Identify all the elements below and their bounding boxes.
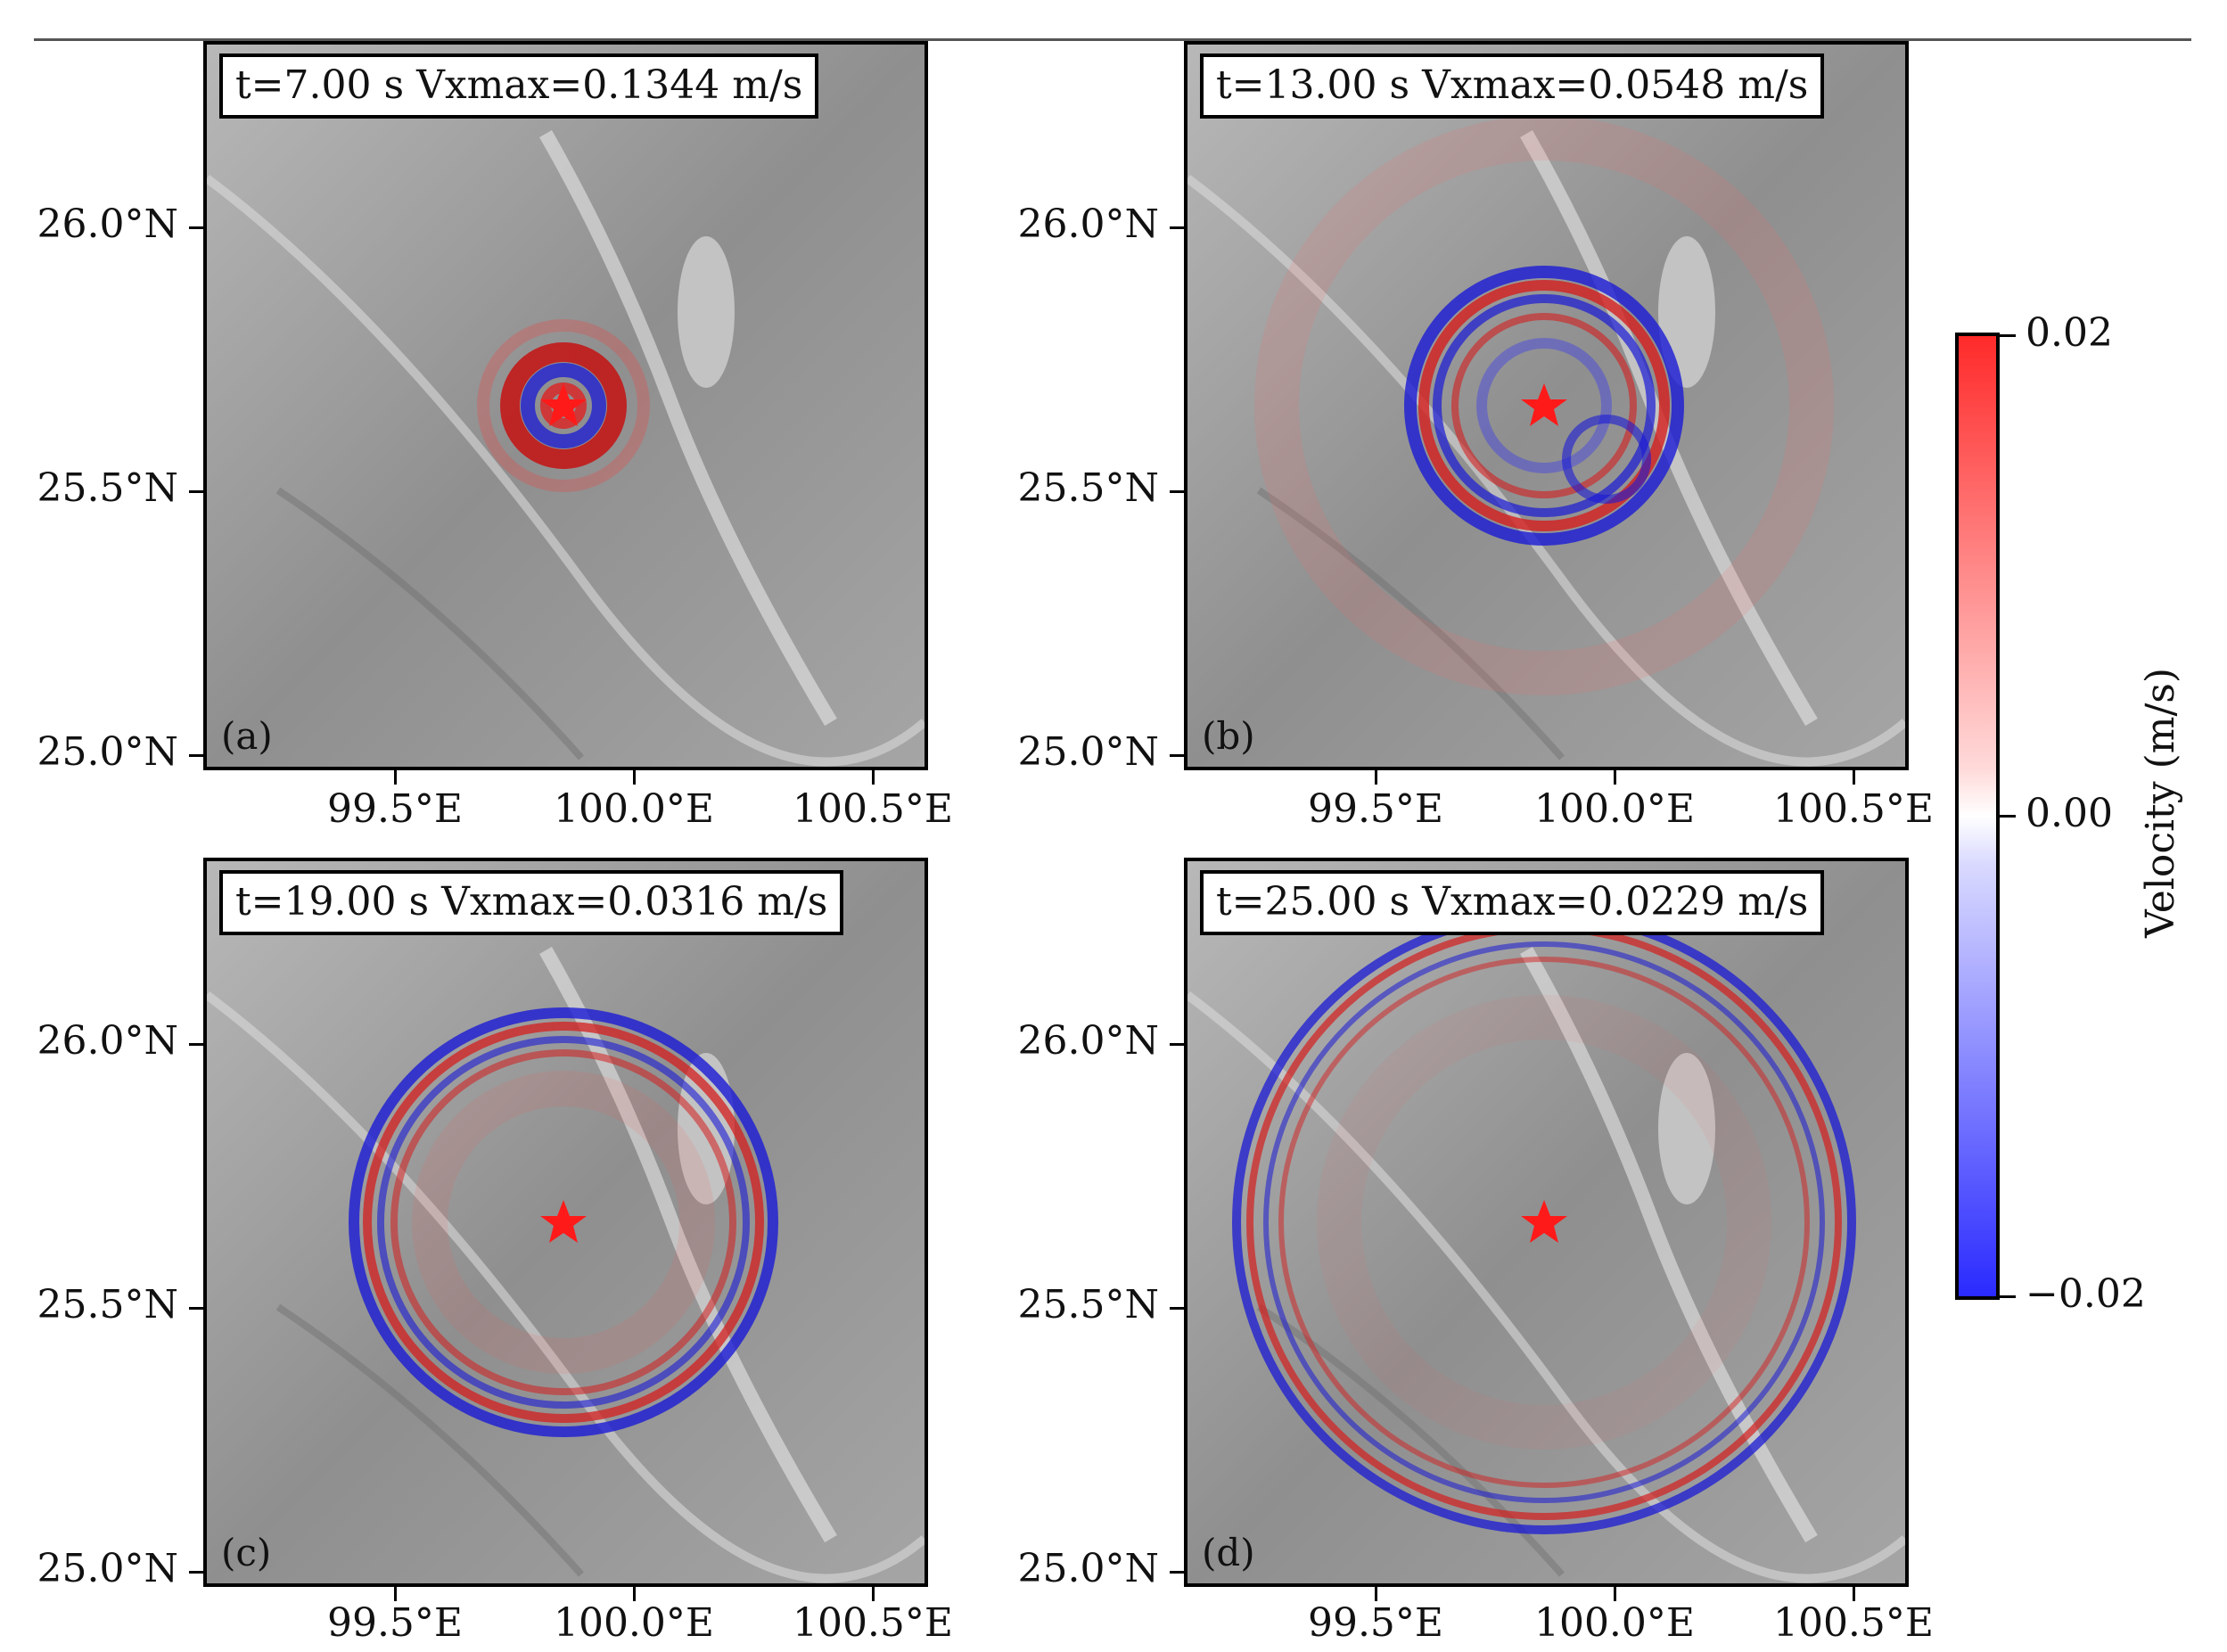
colorbar-tick	[2000, 334, 2016, 337]
x-tick	[1375, 1587, 1377, 1601]
y-tick	[1170, 1043, 1184, 1046]
wavefield-overlay	[1254, 116, 1834, 695]
epicenter-star-icon	[1521, 383, 1567, 426]
colorbar-tick-label: 0.02	[2026, 310, 2113, 356]
y-tick	[189, 490, 203, 493]
y-tick-label: 26.0°N	[1017, 1018, 1159, 1064]
x-tick	[1614, 770, 1616, 785]
x-tick	[872, 1587, 875, 1601]
x-tick	[633, 770, 636, 785]
epicenter-star-icon	[540, 1200, 587, 1243]
y-tick	[1170, 754, 1184, 757]
x-tick	[872, 770, 875, 785]
y-tick-label: 26.0°N	[37, 201, 178, 247]
x-tick-label: 100.5°E	[1772, 786, 1935, 832]
colorbar-tick-label: 0.00	[2026, 791, 2113, 836]
colorbar-tick	[2000, 1295, 2016, 1298]
y-tick	[189, 1043, 203, 1046]
epicenter-star-icon	[540, 383, 587, 426]
y-tick	[189, 754, 203, 757]
top-rule	[34, 38, 2191, 41]
y-tick-label: 25.0°N	[37, 1546, 178, 1591]
epicenter-star-icon	[1521, 1200, 1567, 1243]
map-panel-c: t=19.00 s Vxmax=0.0316 m/s (c)	[203, 858, 928, 1587]
x-tick	[394, 1587, 397, 1601]
x-tick	[1375, 770, 1377, 785]
x-tick-label: 100.0°E	[553, 786, 715, 832]
y-tick-label: 26.0°N	[1017, 201, 1159, 247]
y-tick-label: 25.5°N	[37, 465, 178, 511]
wavefield-overlay	[477, 319, 650, 492]
y-tick-label: 25.0°N	[1017, 729, 1159, 775]
y-tick-label: 25.0°N	[37, 729, 178, 775]
x-tick-label: 100.5°E	[792, 786, 954, 832]
map-panel-d: t=25.00 s Vxmax=0.0229 m/s (d)	[1184, 858, 1909, 1587]
y-tick	[1170, 226, 1184, 229]
y-tick-label: 26.0°N	[37, 1018, 178, 1064]
panel-label: (c)	[221, 1531, 272, 1574]
y-tick-label: 25.0°N	[1017, 1546, 1159, 1591]
x-tick	[1853, 770, 1855, 785]
colorbar-title: Velocity (m/s)	[2138, 667, 2183, 938]
panel-label: (a)	[221, 714, 273, 758]
y-tick	[189, 1307, 203, 1310]
map-panel-b: t=13.00 s Vxmax=0.0548 m/s (b)	[1184, 41, 1909, 770]
map-panel-a: t=7.00 s Vxmax=0.1344 m/s (a)	[203, 41, 928, 770]
colorbar-tick-label: −0.02	[2026, 1271, 2146, 1317]
x-tick-label: 100.0°E	[553, 1600, 715, 1646]
panel-title: t=13.00 s Vxmax=0.0548 m/s	[1200, 53, 1825, 119]
colorbar-tick	[2000, 815, 2016, 818]
y-tick	[189, 1571, 203, 1574]
x-tick-label: 99.5°E	[1307, 786, 1444, 832]
x-tick-label: 100.0°E	[1533, 786, 1696, 832]
panel-title: t=7.00 s Vxmax=0.1344 m/s	[219, 53, 819, 119]
x-tick-label: 100.5°E	[1772, 1600, 1935, 1646]
x-tick-label: 100.5°E	[792, 1600, 954, 1646]
y-tick	[189, 226, 203, 229]
x-tick	[633, 1587, 636, 1601]
wavefield-overlay	[1232, 910, 1856, 1534]
y-tick-label: 25.5°N	[1017, 1282, 1159, 1327]
y-tick	[1170, 1307, 1184, 1310]
x-tick-label: 100.0°E	[1533, 1600, 1696, 1646]
x-tick-label: 99.5°E	[1307, 1600, 1444, 1646]
x-tick	[1614, 1587, 1616, 1601]
panel-title: t=19.00 s Vxmax=0.0316 m/s	[219, 870, 844, 935]
colorbar	[1955, 333, 2000, 1300]
panel-label: (b)	[1202, 714, 1255, 758]
x-tick-label: 99.5°E	[326, 1600, 464, 1646]
x-tick	[1853, 1587, 1855, 1601]
x-tick-label: 99.5°E	[326, 786, 464, 832]
y-tick	[1170, 1571, 1184, 1574]
y-tick	[1170, 490, 1184, 493]
wavefield-overlay	[349, 1007, 778, 1437]
x-tick	[394, 770, 397, 785]
panel-label: (d)	[1202, 1531, 1255, 1574]
y-tick-label: 25.5°N	[37, 1282, 178, 1327]
panel-title: t=25.00 s Vxmax=0.0229 m/s	[1200, 870, 1825, 935]
y-tick-label: 25.5°N	[1017, 465, 1159, 511]
